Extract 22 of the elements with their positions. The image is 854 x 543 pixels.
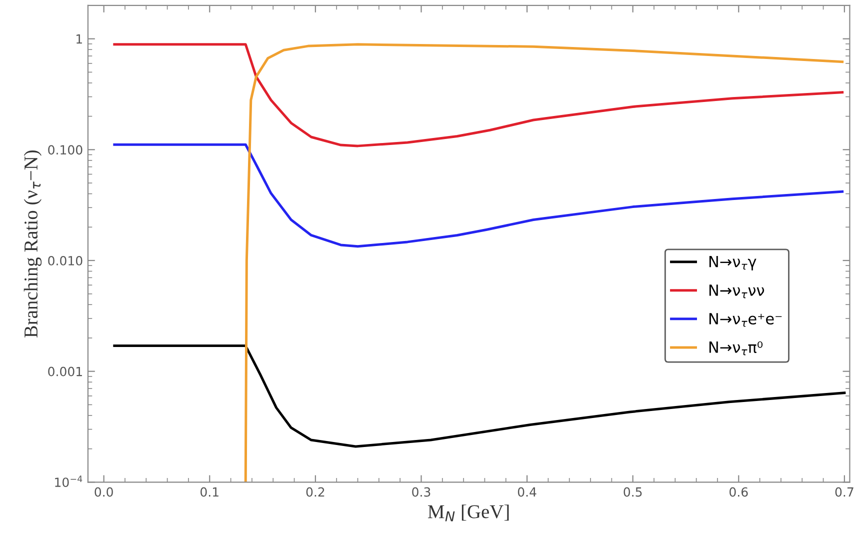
x-tick-label: 0.4 bbox=[518, 487, 536, 497]
legend-label: N→ν$_{τ}$π⁰ bbox=[709, 341, 763, 356]
y-tick-label: 0.010 bbox=[48, 256, 82, 266]
y-tick-label: 1 bbox=[76, 34, 82, 44]
y-axis-title: Branching Ratio (ν$_{τ}$−N) bbox=[24, 150, 42, 338]
y-tick-label: 10$^{−4}$ bbox=[55, 476, 82, 488]
x-tick-label: 0.7 bbox=[835, 487, 854, 497]
legend-label: N→ν$_{τ}$νν bbox=[709, 284, 764, 298]
y-tick-label: 0.001 bbox=[48, 366, 82, 376]
y-tick-label: 0.100 bbox=[48, 145, 82, 155]
x-tick-label: 0.2 bbox=[306, 487, 324, 497]
x-tick-label: 0.6 bbox=[730, 487, 748, 497]
line-series bbox=[113, 43, 844, 148]
legend-label: N→ν$_{τ}$e⁺e⁻ bbox=[709, 313, 782, 327]
x-tick-label: 0.3 bbox=[412, 487, 430, 497]
legend-label: N→ν$_{τ}$γ bbox=[709, 256, 756, 270]
x-axis-title: M$_{N}$ [GeV] bbox=[428, 504, 509, 522]
x-tick-label: 0.5 bbox=[624, 487, 642, 497]
x-tick-label: 0.1 bbox=[200, 487, 218, 497]
line-series bbox=[244, 43, 844, 482]
x-tick-label: 0.0 bbox=[94, 487, 113, 497]
line-series bbox=[113, 143, 844, 248]
